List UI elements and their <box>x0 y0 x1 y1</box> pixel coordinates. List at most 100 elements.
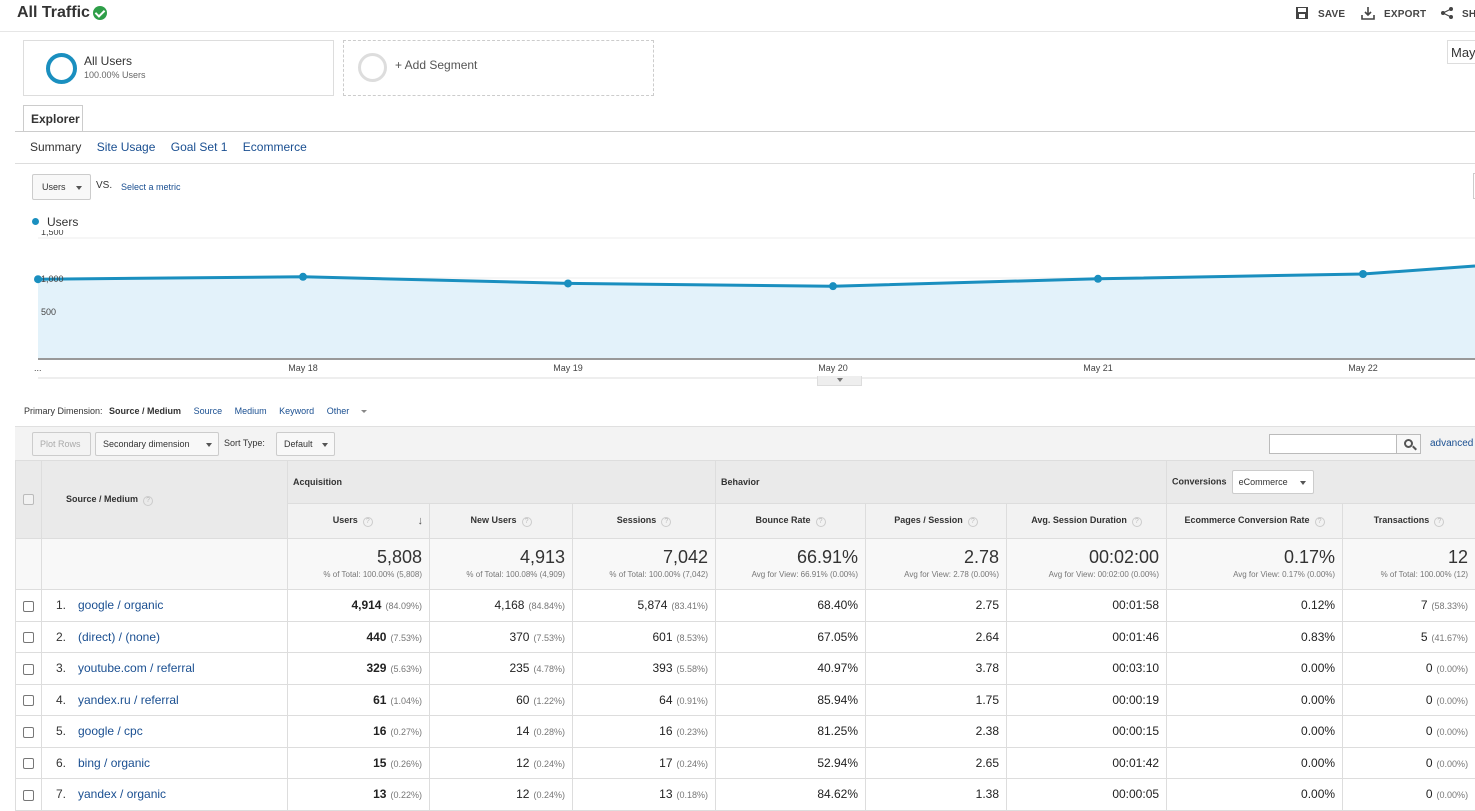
dimension-source[interactable]: Source <box>194 406 223 416</box>
date-range-picker[interactable]: May <box>1447 40 1475 64</box>
select-metric-link[interactable]: Select a metric <box>121 182 181 192</box>
share-button[interactable]: SH <box>1462 9 1475 20</box>
cell-value: 7 <box>1421 598 1428 612</box>
col-avg-session-duration[interactable]: Avg. Session Duration? <box>1007 504 1167 539</box>
table-search-input[interactable] <box>1269 434 1397 454</box>
col-sessions[interactable]: Sessions? <box>573 504 716 539</box>
save-button[interactable]: SAVE <box>1318 9 1345 20</box>
row-source-link[interactable]: google / cpc <box>78 724 143 738</box>
data-point[interactable] <box>564 279 572 287</box>
help-icon[interactable]: ? <box>522 517 532 527</box>
cell-percent: (0.91%) <box>677 696 709 706</box>
row-checkbox[interactable] <box>23 601 34 612</box>
row-checkbox[interactable] <box>23 632 34 643</box>
help-icon[interactable]: ? <box>968 517 978 527</box>
save-icon[interactable] <box>1295 6 1309 20</box>
row-source-link[interactable]: yandex / organic <box>78 787 166 801</box>
subtab-summary[interactable]: Summary <box>30 140 81 154</box>
row-cell-sessions: 17(0.24%) <box>573 747 716 779</box>
help-icon[interactable]: ? <box>1132 517 1142 527</box>
search-button[interactable] <box>1396 434 1421 454</box>
cell-percent: (7.53%) <box>390 633 422 643</box>
row-source-link[interactable]: youtube.com / referral <box>78 661 195 675</box>
col-users[interactable]: Users?↓ <box>288 504 430 539</box>
subtab-goal-set-1[interactable]: Goal Set 1 <box>171 140 228 154</box>
subtab-divider <box>15 163 1475 164</box>
dimension-other-label: Other <box>327 406 350 416</box>
export-button[interactable]: EXPORT <box>1384 9 1426 20</box>
row-cell-conv: 0.00% <box>1167 684 1343 716</box>
row-cell-dur: 00:03:10 <box>1007 653 1167 685</box>
total-value: 00:02:00 <box>1007 547 1159 568</box>
chevron-down-icon <box>322 443 328 447</box>
row-source-link[interactable]: yandex.ru / referral <box>78 693 179 707</box>
data-point[interactable] <box>1359 270 1367 278</box>
cell-percent: (0.24%) <box>533 790 565 800</box>
dimension-other[interactable]: Other <box>327 406 378 416</box>
row-checkbox[interactable] <box>23 790 34 801</box>
data-point[interactable] <box>1094 275 1102 283</box>
dimension-keyword[interactable]: Keyword <box>279 406 314 416</box>
help-icon[interactable]: ? <box>1434 517 1444 527</box>
row-checkbox[interactable] <box>23 758 34 769</box>
tab-explorer[interactable]: Explorer <box>23 105 83 132</box>
row-checkbox[interactable] <box>23 664 34 675</box>
col-transactions[interactable]: Transactions? <box>1343 504 1475 539</box>
add-segment-button[interactable]: + Add Segment <box>343 40 654 96</box>
row-index: 2. <box>56 630 78 644</box>
sort-type-select[interactable]: Default <box>276 432 335 456</box>
total-value: 0.17% <box>1167 547 1335 568</box>
conversion-select[interactable]: eCommerce <box>1232 470 1314 494</box>
cell-value: 17 <box>659 756 672 770</box>
help-icon[interactable]: ? <box>1315 517 1325 527</box>
data-point[interactable] <box>299 273 307 281</box>
cell-percent: (5.58%) <box>677 664 709 674</box>
row-cell-users: 440(7.53%) <box>288 621 430 653</box>
metric-select[interactable]: Users <box>32 174 91 200</box>
dimension-source-medium[interactable]: Source / Medium <box>109 406 181 416</box>
col-new-users-label: New Users <box>470 515 516 525</box>
subtab-ecommerce[interactable]: Ecommerce <box>243 140 307 154</box>
secondary-dimension-label: Secondary dimension <box>103 439 190 449</box>
row-cell-new: 12(0.24%) <box>430 747 573 779</box>
chevron-down-icon <box>76 186 82 190</box>
subtab-site-usage[interactable]: Site Usage <box>97 140 156 154</box>
share-icon[interactable] <box>1440 6 1454 20</box>
col-new-users[interactable]: New Users? <box>430 504 573 539</box>
col-bounce-rate[interactable]: Bounce Rate? <box>716 504 866 539</box>
conversions-label: Conversions <box>1172 476 1227 486</box>
chart-collapse-button[interactable] <box>817 376 862 386</box>
col-pages-session[interactable]: Pages / Session? <box>866 504 1007 539</box>
total-value: 4,913 <box>430 547 565 568</box>
row-checkbox[interactable] <box>23 727 34 738</box>
row-source-link[interactable]: (direct) / (none) <box>78 630 160 644</box>
plot-rows-button[interactable]: Plot Rows <box>32 432 91 456</box>
row-cell-dur: 00:01:46 <box>1007 621 1167 653</box>
help-icon[interactable]: ? <box>143 496 153 506</box>
x-tick-label: May 20 <box>818 363 848 373</box>
col-transactions-label: Transactions <box>1374 515 1430 525</box>
secondary-dimension-select[interactable]: Secondary dimension <box>95 432 219 456</box>
select-all-checkbox[interactable] <box>23 494 34 505</box>
row-cell-conv: 0.00% <box>1167 716 1343 748</box>
col-ecommerce-conversion-rate[interactable]: Ecommerce Conversion Rate? <box>1167 504 1343 539</box>
help-icon[interactable]: ? <box>363 517 373 527</box>
help-icon[interactable]: ? <box>816 517 826 527</box>
cell-value: 4,168 <box>494 598 524 612</box>
row-source-link[interactable]: bing / organic <box>78 756 150 770</box>
row-cell-users: 61(1.04%) <box>288 684 430 716</box>
row-cell-dur: 00:00:15 <box>1007 716 1167 748</box>
export-icon[interactable] <box>1361 6 1375 20</box>
row-cell-dur: 00:01:58 <box>1007 590 1167 622</box>
dimension-header[interactable]: Source / Medium? <box>42 461 288 539</box>
help-icon[interactable]: ? <box>661 517 671 527</box>
row-cell-users: 16(0.27%) <box>288 716 430 748</box>
segment-all-users[interactable]: All Users 100.00% Users <box>23 40 334 96</box>
cell-value: 0 <box>1426 693 1433 707</box>
row-checkbox[interactable] <box>23 695 34 706</box>
data-point[interactable] <box>829 282 837 290</box>
row-source-link[interactable]: google / organic <box>78 598 163 612</box>
advanced-filter-link[interactable]: advanced <box>1430 438 1473 449</box>
empty-segment-ring-icon <box>358 53 387 82</box>
dimension-medium[interactable]: Medium <box>235 406 267 416</box>
